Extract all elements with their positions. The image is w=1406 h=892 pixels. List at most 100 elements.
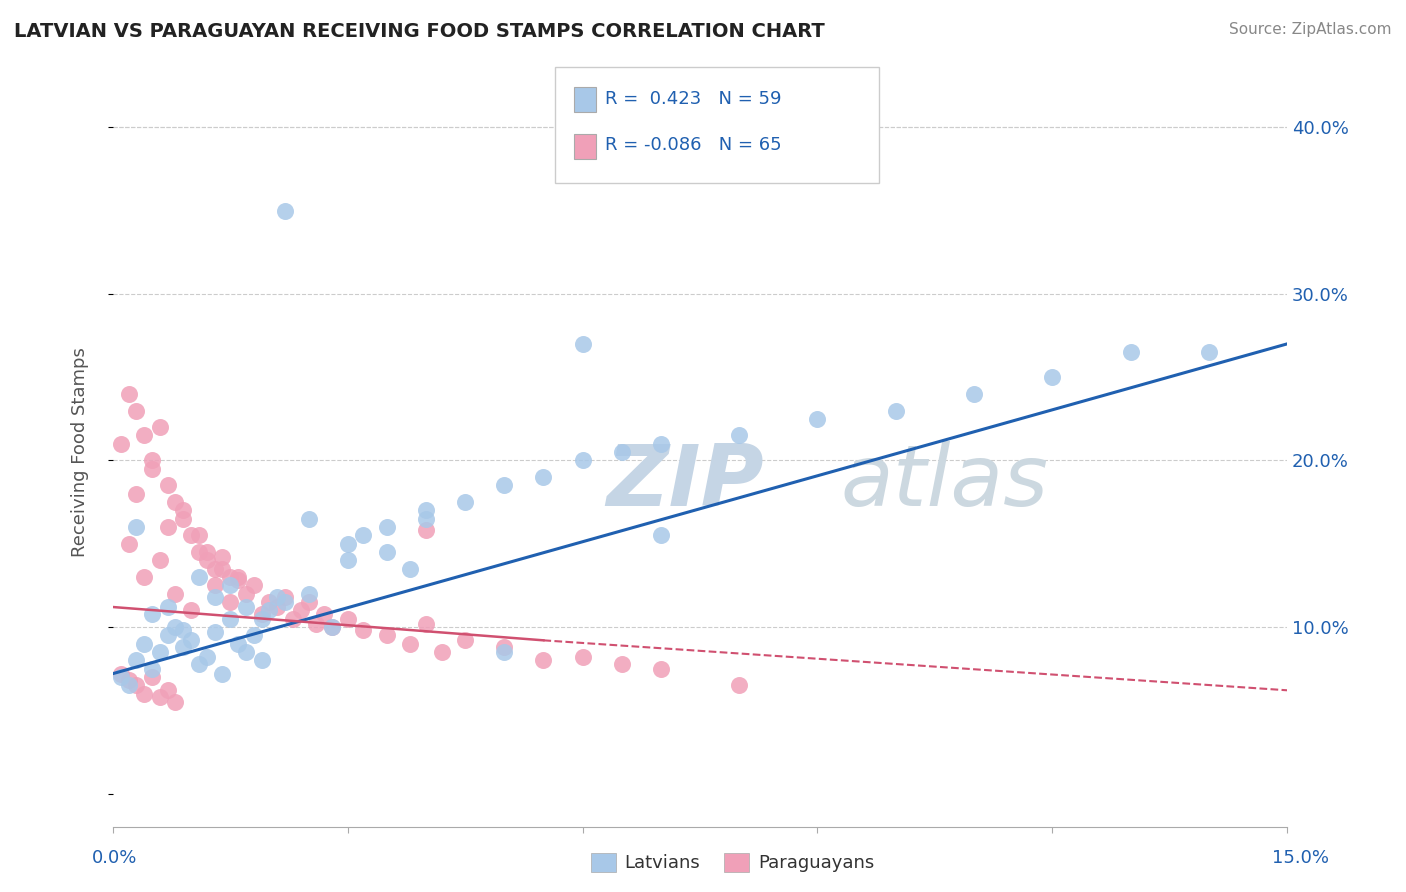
Point [650,437,672,451]
Point [156,628,179,642]
Point [149,420,172,434]
Point [149,645,172,659]
Point [610,445,633,459]
Point [211,550,233,565]
Point [149,690,172,704]
Point [204,590,226,604]
Point [259,595,281,609]
Point [195,553,218,567]
Point [314,607,336,621]
Point [134,637,156,651]
Point [375,545,398,559]
Point [117,387,139,401]
Text: Paraguayans: Paraguayans [758,854,875,871]
Point [156,520,179,534]
Point [274,590,297,604]
Point [165,695,187,709]
Text: 15.0%: 15.0% [1271,849,1329,867]
Point [806,412,828,426]
Point [266,600,288,615]
Point [884,403,907,417]
Point [110,437,132,451]
Point [650,662,672,676]
Point [352,528,374,542]
Point [375,628,398,642]
Point [728,428,751,442]
Point [211,666,233,681]
Point [274,595,297,609]
Point [415,512,437,526]
Point [235,587,257,601]
Point [1198,345,1220,359]
Text: Source: ZipAtlas.com: Source: ZipAtlas.com [1229,22,1392,37]
Point [117,537,139,551]
Point [297,595,319,609]
Point [259,603,281,617]
Text: atlas: atlas [841,441,1049,524]
Point [226,637,249,651]
Point [195,545,218,559]
Text: R = -0.086   N = 65: R = -0.086 N = 65 [605,136,782,154]
Point [415,503,437,517]
Point [204,562,226,576]
Point [531,653,554,667]
Point [180,528,202,542]
Point [963,387,986,401]
Point [415,616,437,631]
Point [250,653,273,667]
Point [430,645,453,659]
Point [336,612,359,626]
Point [134,428,156,442]
Point [134,687,156,701]
Point [531,470,554,484]
Text: 0.0%: 0.0% [91,849,136,867]
Point [494,645,516,659]
Point [188,570,211,584]
Point [141,462,163,476]
Point [1119,345,1142,359]
Point [610,657,633,671]
Point [728,678,751,692]
Point [321,620,343,634]
Point [141,670,163,684]
Point [125,403,148,417]
Point [180,633,202,648]
Point [172,512,194,526]
Point [180,603,202,617]
Point [305,616,328,631]
Point [336,553,359,567]
Y-axis label: Receiving Food Stamps: Receiving Food Stamps [72,347,89,558]
Point [297,587,319,601]
Point [219,578,242,592]
Point [297,512,319,526]
Point [235,645,257,659]
Point [242,578,264,592]
Text: R =  0.423   N = 59: R = 0.423 N = 59 [605,90,782,108]
Point [266,590,288,604]
Point [156,683,179,698]
Point [125,678,148,692]
Point [281,612,304,626]
Point [165,587,187,601]
Point [242,628,264,642]
Point [141,453,163,467]
Point [250,612,273,626]
Point [165,495,187,509]
Point [204,625,226,640]
Point [375,520,398,534]
Point [156,600,179,615]
Point [134,570,156,584]
Point [290,603,312,617]
Point [117,678,139,692]
Point [274,203,297,218]
Point [352,624,374,638]
Point [399,637,422,651]
Point [1040,370,1063,384]
Point [149,553,172,567]
Point [250,607,273,621]
Point [117,673,139,688]
Point [415,524,437,538]
Point [156,478,179,492]
Point [172,640,194,654]
Point [141,607,163,621]
